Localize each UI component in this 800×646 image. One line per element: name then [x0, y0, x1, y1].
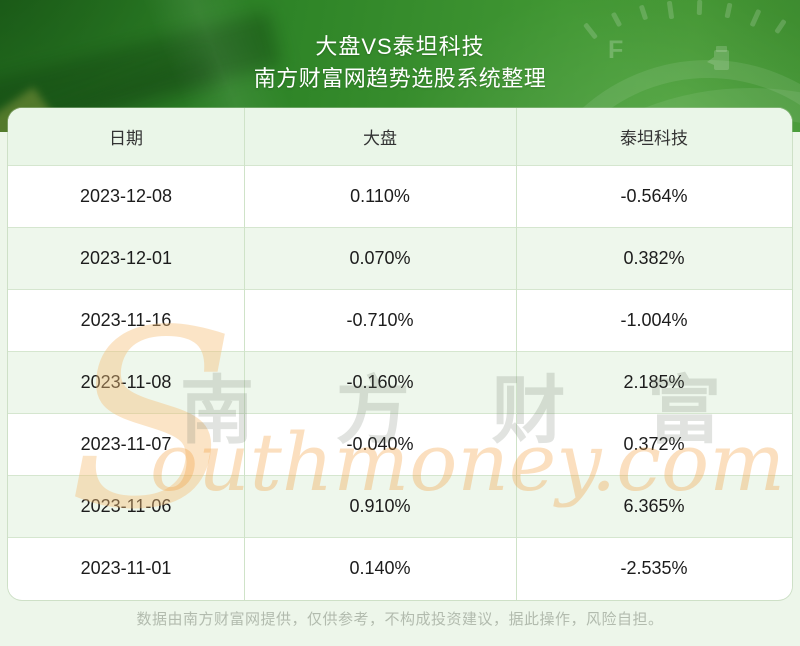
cell-date: 2023-12-08 [79, 186, 173, 206]
cell-market-change: 0.140% [349, 558, 411, 578]
table-row: 2023-11-16 -0.710% -1.004% [8, 289, 792, 351]
cell-market-change: -0.160% [346, 372, 414, 392]
table-header-row: 日期 大盘 泰坦科技 [8, 108, 792, 165]
cell-market-change: 0.110% [350, 186, 410, 206]
table-row: 2023-12-01 0.070% 0.382% [8, 227, 792, 289]
gauge-full-label: F [608, 36, 624, 64]
table-row: 2023-11-01 0.140% -2.535% [8, 537, 792, 599]
cell-market-change: 0.070% [349, 248, 411, 268]
cell-market-change: -0.710% [346, 310, 414, 330]
gauge-tick [638, 4, 649, 21]
column-divider [244, 108, 245, 600]
footer-disclaimer: 数据由南方财富网提供，仅供参考，不构成投资建议，据此操作，风险自担。 [136, 611, 664, 628]
cell-date: 2023-11-16 [80, 310, 172, 330]
cell-date: 2023-11-07 [80, 434, 172, 454]
gauge-tick [749, 8, 762, 28]
cell-stock-change: 2.185% [623, 372, 685, 392]
cell-date: 2023-11-08 [80, 372, 172, 392]
gauge-tick [610, 11, 623, 28]
cell-date: 2023-11-01 [80, 558, 172, 578]
table-row: 2023-11-07 -0.040% 0.372% [8, 413, 792, 475]
col-header-market: 大盘 [363, 129, 397, 148]
col-header-date: 日期 [109, 129, 143, 148]
table-row: 2023-11-06 0.910% 6.365% [8, 475, 792, 537]
col-header-stock: 泰坦科技 [620, 129, 688, 148]
table-row: 2023-11-08 -0.160% 2.185% [8, 351, 792, 413]
cell-market-change: 0.910% [349, 496, 411, 516]
cell-stock-change: -2.535% [620, 558, 688, 578]
cell-date: 2023-12-01 [79, 248, 173, 268]
cell-date: 2023-11-06 [80, 496, 172, 516]
page-subtitle: 南方财富网趋势选股系统整理 [253, 66, 547, 91]
fuel-pump-icon [706, 44, 732, 79]
cell-stock-change: 0.372% [623, 434, 685, 454]
gauge-tick [666, 0, 675, 20]
comparison-table: 日期 大盘 泰坦科技 2023-12-08 0.110% -0.564% 202… [8, 108, 792, 600]
page-title: 大盘VS泰坦科技 [315, 34, 485, 59]
cell-stock-change: -0.564% [620, 186, 688, 206]
cell-stock-change: 6.365% [623, 496, 685, 516]
cell-stock-change: -1.004% [620, 310, 688, 330]
column-divider [516, 108, 517, 600]
cell-market-change: -0.040% [346, 434, 414, 454]
gauge-tick [696, 0, 703, 16]
table-row: 2023-12-08 0.110% -0.564% [8, 165, 792, 227]
gauge-tick [724, 2, 733, 19]
cell-stock-change: 0.382% [623, 248, 685, 268]
